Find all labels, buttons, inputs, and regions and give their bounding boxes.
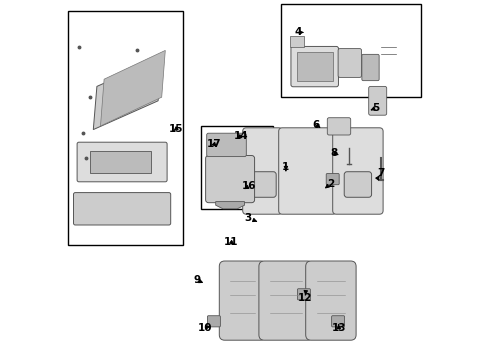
FancyBboxPatch shape — [219, 261, 265, 340]
Text: 13: 13 — [331, 323, 346, 333]
Text: 8: 8 — [330, 148, 337, 158]
FancyBboxPatch shape — [305, 261, 355, 340]
FancyBboxPatch shape — [242, 128, 282, 214]
FancyBboxPatch shape — [368, 86, 386, 115]
Text: 3: 3 — [244, 213, 251, 223]
Text: 7: 7 — [377, 168, 384, 178]
Bar — [201, 126, 273, 209]
Text: 12: 12 — [297, 293, 312, 303]
FancyBboxPatch shape — [361, 54, 378, 81]
FancyBboxPatch shape — [332, 128, 382, 214]
Text: 5: 5 — [371, 103, 379, 113]
FancyBboxPatch shape — [258, 261, 312, 340]
Bar — [289, 36, 303, 47]
FancyBboxPatch shape — [278, 128, 336, 214]
FancyBboxPatch shape — [326, 118, 350, 135]
Text: 17: 17 — [206, 139, 221, 149]
FancyBboxPatch shape — [205, 156, 254, 203]
Text: 1: 1 — [282, 162, 289, 172]
Bar — [89, 151, 151, 173]
FancyBboxPatch shape — [337, 49, 361, 77]
Bar — [280, 4, 420, 97]
Bar — [296, 52, 332, 81]
FancyBboxPatch shape — [207, 316, 220, 327]
Text: 11: 11 — [223, 237, 238, 247]
Text: 14: 14 — [233, 131, 248, 141]
Text: 4: 4 — [294, 27, 302, 37]
FancyBboxPatch shape — [344, 172, 371, 197]
Polygon shape — [215, 202, 244, 209]
Text: 2: 2 — [326, 179, 334, 189]
FancyBboxPatch shape — [77, 142, 167, 182]
Polygon shape — [101, 50, 165, 126]
FancyBboxPatch shape — [297, 289, 310, 300]
Text: 15: 15 — [168, 124, 183, 134]
FancyBboxPatch shape — [248, 172, 276, 197]
Text: 6: 6 — [312, 120, 320, 130]
FancyBboxPatch shape — [206, 133, 246, 157]
FancyBboxPatch shape — [73, 193, 170, 225]
Text: 16: 16 — [241, 181, 256, 192]
FancyBboxPatch shape — [290, 46, 338, 87]
Bar — [68, 11, 183, 245]
Text: 10: 10 — [197, 323, 212, 333]
Text: 9: 9 — [193, 275, 200, 285]
Polygon shape — [93, 58, 162, 130]
FancyBboxPatch shape — [331, 316, 344, 327]
FancyBboxPatch shape — [325, 174, 339, 185]
